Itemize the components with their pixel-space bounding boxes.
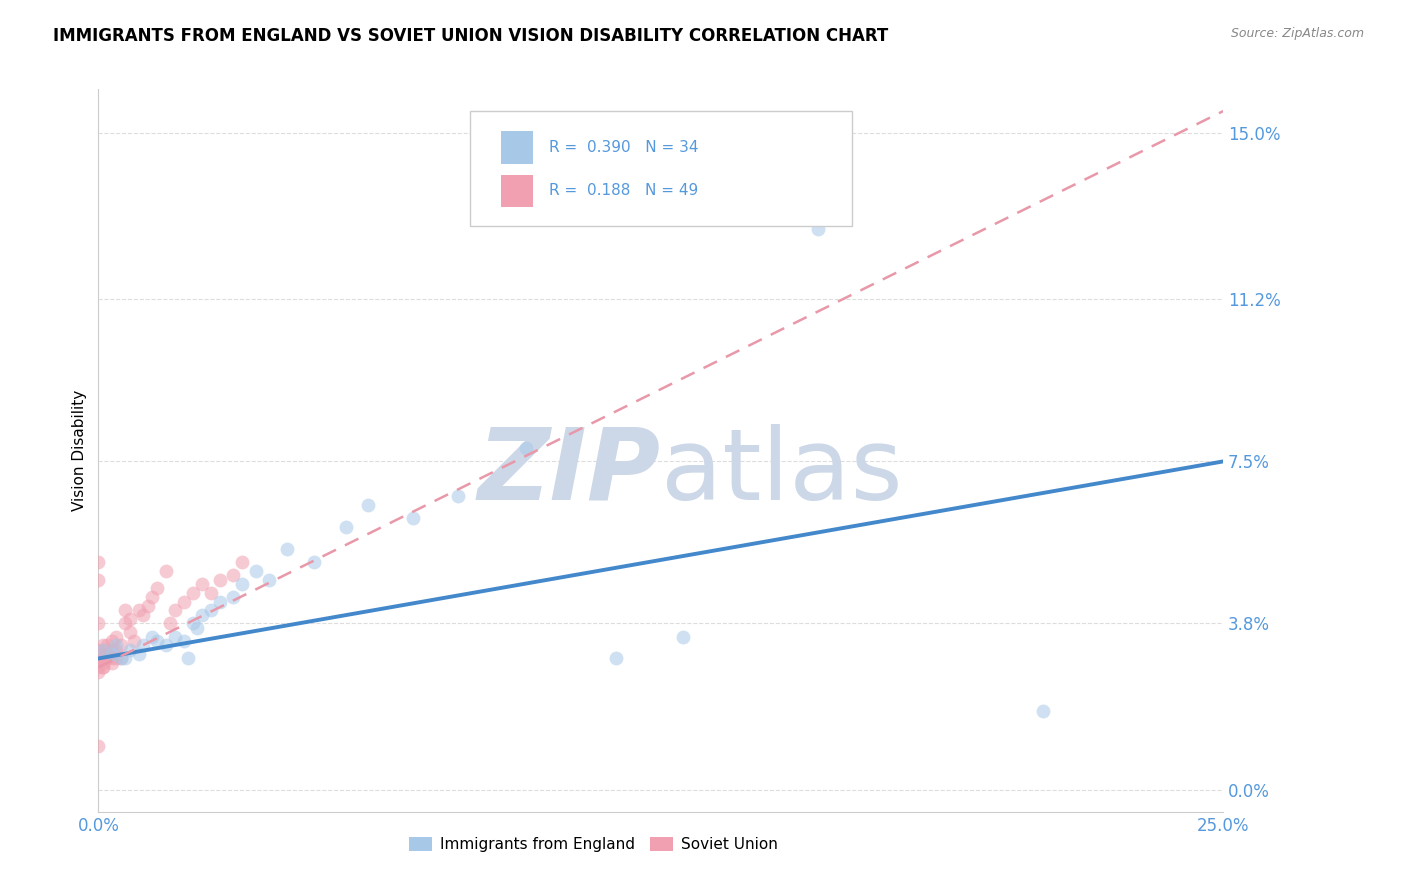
Point	[96, 651, 118, 665]
Point	[304, 555, 326, 569]
Point	[259, 573, 281, 587]
Point	[101, 634, 124, 648]
Point	[114, 616, 136, 631]
Point	[276, 541, 298, 556]
Point	[181, 616, 204, 631]
Point	[110, 651, 132, 665]
Point	[105, 642, 128, 657]
Point	[672, 630, 695, 644]
Point	[357, 498, 380, 512]
Point	[191, 577, 214, 591]
Point	[110, 651, 132, 665]
Point	[191, 607, 214, 622]
Point	[222, 590, 245, 604]
Point	[101, 647, 124, 661]
Text: R =  0.390   N = 34: R = 0.390 N = 34	[550, 140, 699, 155]
Point	[91, 642, 114, 657]
Point	[146, 634, 169, 648]
Point	[110, 638, 132, 652]
Point	[807, 222, 830, 236]
Legend: Immigrants from England, Soviet Union: Immigrants from England, Soviet Union	[404, 831, 783, 858]
Point	[96, 651, 118, 665]
Point	[124, 634, 146, 648]
Text: Source: ZipAtlas.com: Source: ZipAtlas.com	[1230, 27, 1364, 40]
Point	[335, 520, 357, 534]
Point	[87, 642, 110, 657]
Point	[181, 586, 204, 600]
Point	[186, 621, 208, 635]
Text: atlas: atlas	[661, 424, 903, 521]
Point	[101, 656, 124, 670]
Point	[163, 630, 186, 644]
Point	[200, 603, 222, 617]
Point	[208, 594, 231, 608]
Point	[87, 651, 110, 665]
Point	[155, 564, 177, 578]
Point	[132, 607, 155, 622]
Point	[114, 603, 136, 617]
Point	[146, 582, 169, 596]
Point	[87, 665, 110, 679]
Point	[128, 603, 150, 617]
Point	[141, 630, 163, 644]
Point	[159, 616, 181, 631]
Point	[200, 586, 222, 600]
Text: IMMIGRANTS FROM ENGLAND VS SOVIET UNION VISION DISABILITY CORRELATION CHART: IMMIGRANTS FROM ENGLAND VS SOVIET UNION …	[53, 27, 889, 45]
Point	[91, 647, 114, 661]
Point	[118, 612, 141, 626]
Point	[91, 660, 114, 674]
Point	[101, 651, 124, 665]
Point	[105, 651, 128, 665]
Point	[105, 630, 128, 644]
Point	[173, 594, 195, 608]
Point	[605, 651, 627, 665]
Point	[91, 660, 114, 674]
Point	[91, 638, 114, 652]
Point	[87, 616, 110, 631]
Bar	[501, 131, 533, 163]
Point	[87, 573, 110, 587]
Point	[128, 647, 150, 661]
Point	[132, 638, 155, 652]
Point	[515, 442, 537, 456]
Point	[231, 577, 253, 591]
Point	[87, 660, 110, 674]
Point	[87, 651, 110, 665]
Point	[105, 638, 128, 652]
Point	[91, 651, 114, 665]
Point	[402, 511, 425, 525]
Point	[163, 603, 186, 617]
Point	[136, 599, 159, 613]
Point	[91, 656, 114, 670]
Point	[173, 634, 195, 648]
Text: R =  0.188   N = 49: R = 0.188 N = 49	[550, 184, 699, 198]
Bar	[501, 175, 533, 207]
Y-axis label: Vision Disability: Vision Disability	[72, 390, 87, 511]
Point	[222, 568, 245, 582]
Point	[91, 642, 114, 657]
Text: ZIP: ZIP	[478, 424, 661, 521]
Point	[96, 647, 118, 661]
Point	[96, 638, 118, 652]
Point	[208, 573, 231, 587]
Point	[118, 642, 141, 657]
Point	[177, 651, 200, 665]
Point	[141, 590, 163, 604]
Point	[118, 625, 141, 640]
Point	[87, 739, 110, 753]
Point	[114, 651, 136, 665]
FancyBboxPatch shape	[470, 111, 852, 227]
Point	[101, 642, 124, 657]
Point	[87, 555, 110, 569]
Point	[245, 564, 267, 578]
Point	[231, 555, 253, 569]
Point	[155, 638, 177, 652]
Point	[447, 490, 470, 504]
Point	[1032, 704, 1054, 718]
